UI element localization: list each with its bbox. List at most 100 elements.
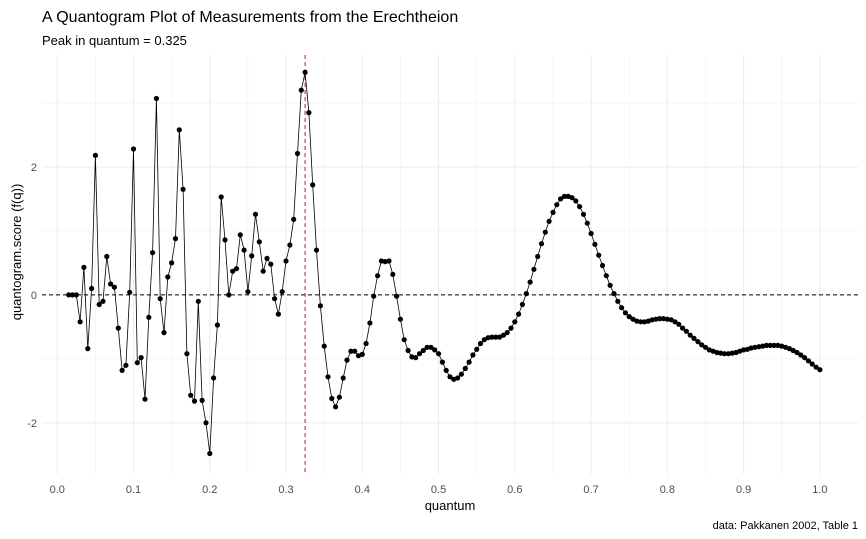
- data-point: [664, 316, 670, 322]
- data-point: [359, 351, 365, 357]
- data-point: [218, 194, 224, 200]
- data-point: [580, 211, 587, 217]
- data-point: [195, 298, 201, 304]
- data-point: [191, 398, 198, 404]
- data-point: [207, 450, 213, 457]
- data-point: [634, 318, 640, 324]
- x-tick-label: 0.1: [126, 484, 141, 496]
- grid-lines: [42, 55, 858, 474]
- data-point: [348, 348, 354, 354]
- data-point: [767, 342, 773, 348]
- reference-lines: [42, 55, 858, 474]
- data-point: [813, 364, 819, 370]
- data-point: [504, 330, 510, 336]
- data-point: [489, 334, 495, 340]
- data-point: [439, 359, 445, 365]
- data-point: [81, 264, 87, 270]
- data-point: [626, 314, 632, 320]
- data-point: [558, 196, 564, 202]
- data-point: [333, 404, 339, 410]
- data-point: [386, 258, 392, 264]
- data-point: [85, 346, 91, 352]
- data-point: [588, 230, 594, 237]
- x-tick-label: 0.6: [507, 484, 522, 496]
- data-point: [691, 335, 697, 341]
- data-point: [77, 319, 83, 325]
- x-tick-label: 1.0: [812, 484, 827, 496]
- data-point: [146, 314, 152, 320]
- data-point: [226, 292, 232, 298]
- data-point: [127, 289, 133, 295]
- data-point: [500, 332, 506, 338]
- y-tick-label: 0: [31, 290, 37, 302]
- data-point: [165, 274, 171, 280]
- data-point: [249, 253, 255, 259]
- data-point: [180, 186, 186, 192]
- data-point: [802, 355, 808, 361]
- data-point: [264, 255, 270, 261]
- data-point: [329, 395, 335, 402]
- data-point: [458, 371, 464, 377]
- data-point: [115, 325, 121, 331]
- data-point: [397, 316, 403, 322]
- data-point: [413, 355, 419, 361]
- data-point: [150, 250, 156, 256]
- data-point: [203, 420, 209, 426]
- data-point: [416, 351, 423, 357]
- data-point: [73, 292, 79, 298]
- data-point: [592, 241, 598, 247]
- data-point: [104, 253, 110, 260]
- data-point: [657, 316, 663, 322]
- data-point: [214, 322, 220, 328]
- data-point: [455, 375, 461, 381]
- data-point: [142, 396, 148, 402]
- data-point: [538, 241, 545, 247]
- data-point: [569, 195, 575, 201]
- data-point: [298, 87, 304, 93]
- data-point: [294, 150, 301, 157]
- data-point: [542, 229, 548, 235]
- data-point: [363, 340, 369, 347]
- data-point: [577, 204, 583, 210]
- data-point: [599, 262, 606, 269]
- data-point: [237, 232, 243, 238]
- data-point: [721, 351, 728, 357]
- data-point: [447, 374, 453, 380]
- x-tick-label: 0.7: [583, 484, 598, 496]
- data-point: [531, 266, 537, 272]
- data-point: [573, 198, 579, 204]
- data-point: [462, 365, 468, 372]
- data-point: [325, 374, 331, 380]
- data-point: [302, 69, 308, 75]
- data-point: [680, 325, 686, 331]
- data-point: [676, 321, 682, 327]
- chart-subtitle: Peak in quantum = 0.325: [42, 33, 187, 48]
- data-point: [622, 310, 629, 316]
- data-point: [683, 328, 690, 334]
- data-point: [443, 367, 449, 373]
- x-tick-label: 0.2: [202, 484, 217, 496]
- data-point: [752, 344, 758, 350]
- data-point: [256, 239, 262, 245]
- data-point: [92, 152, 98, 158]
- data-point: [89, 285, 95, 292]
- data-point: [550, 209, 556, 215]
- data-point: [405, 347, 411, 354]
- data-point: [340, 375, 346, 381]
- data-point: [313, 247, 320, 253]
- data-point: [603, 273, 609, 279]
- x-axis-title: quantum: [425, 498, 476, 513]
- y-tick-label: -2: [27, 418, 37, 430]
- data-point: [230, 268, 236, 274]
- data-point: [157, 296, 163, 302]
- chart-caption: data: Pakkanen 2002, Table 1: [713, 520, 858, 532]
- data-point: [260, 268, 266, 274]
- data-point: [119, 367, 125, 373]
- data-point: [317, 303, 323, 309]
- x-tick-label: 0.3: [278, 484, 293, 496]
- data-point: [527, 279, 533, 285]
- x-tick-label: 0.0: [50, 484, 65, 496]
- data-point: [493, 334, 499, 340]
